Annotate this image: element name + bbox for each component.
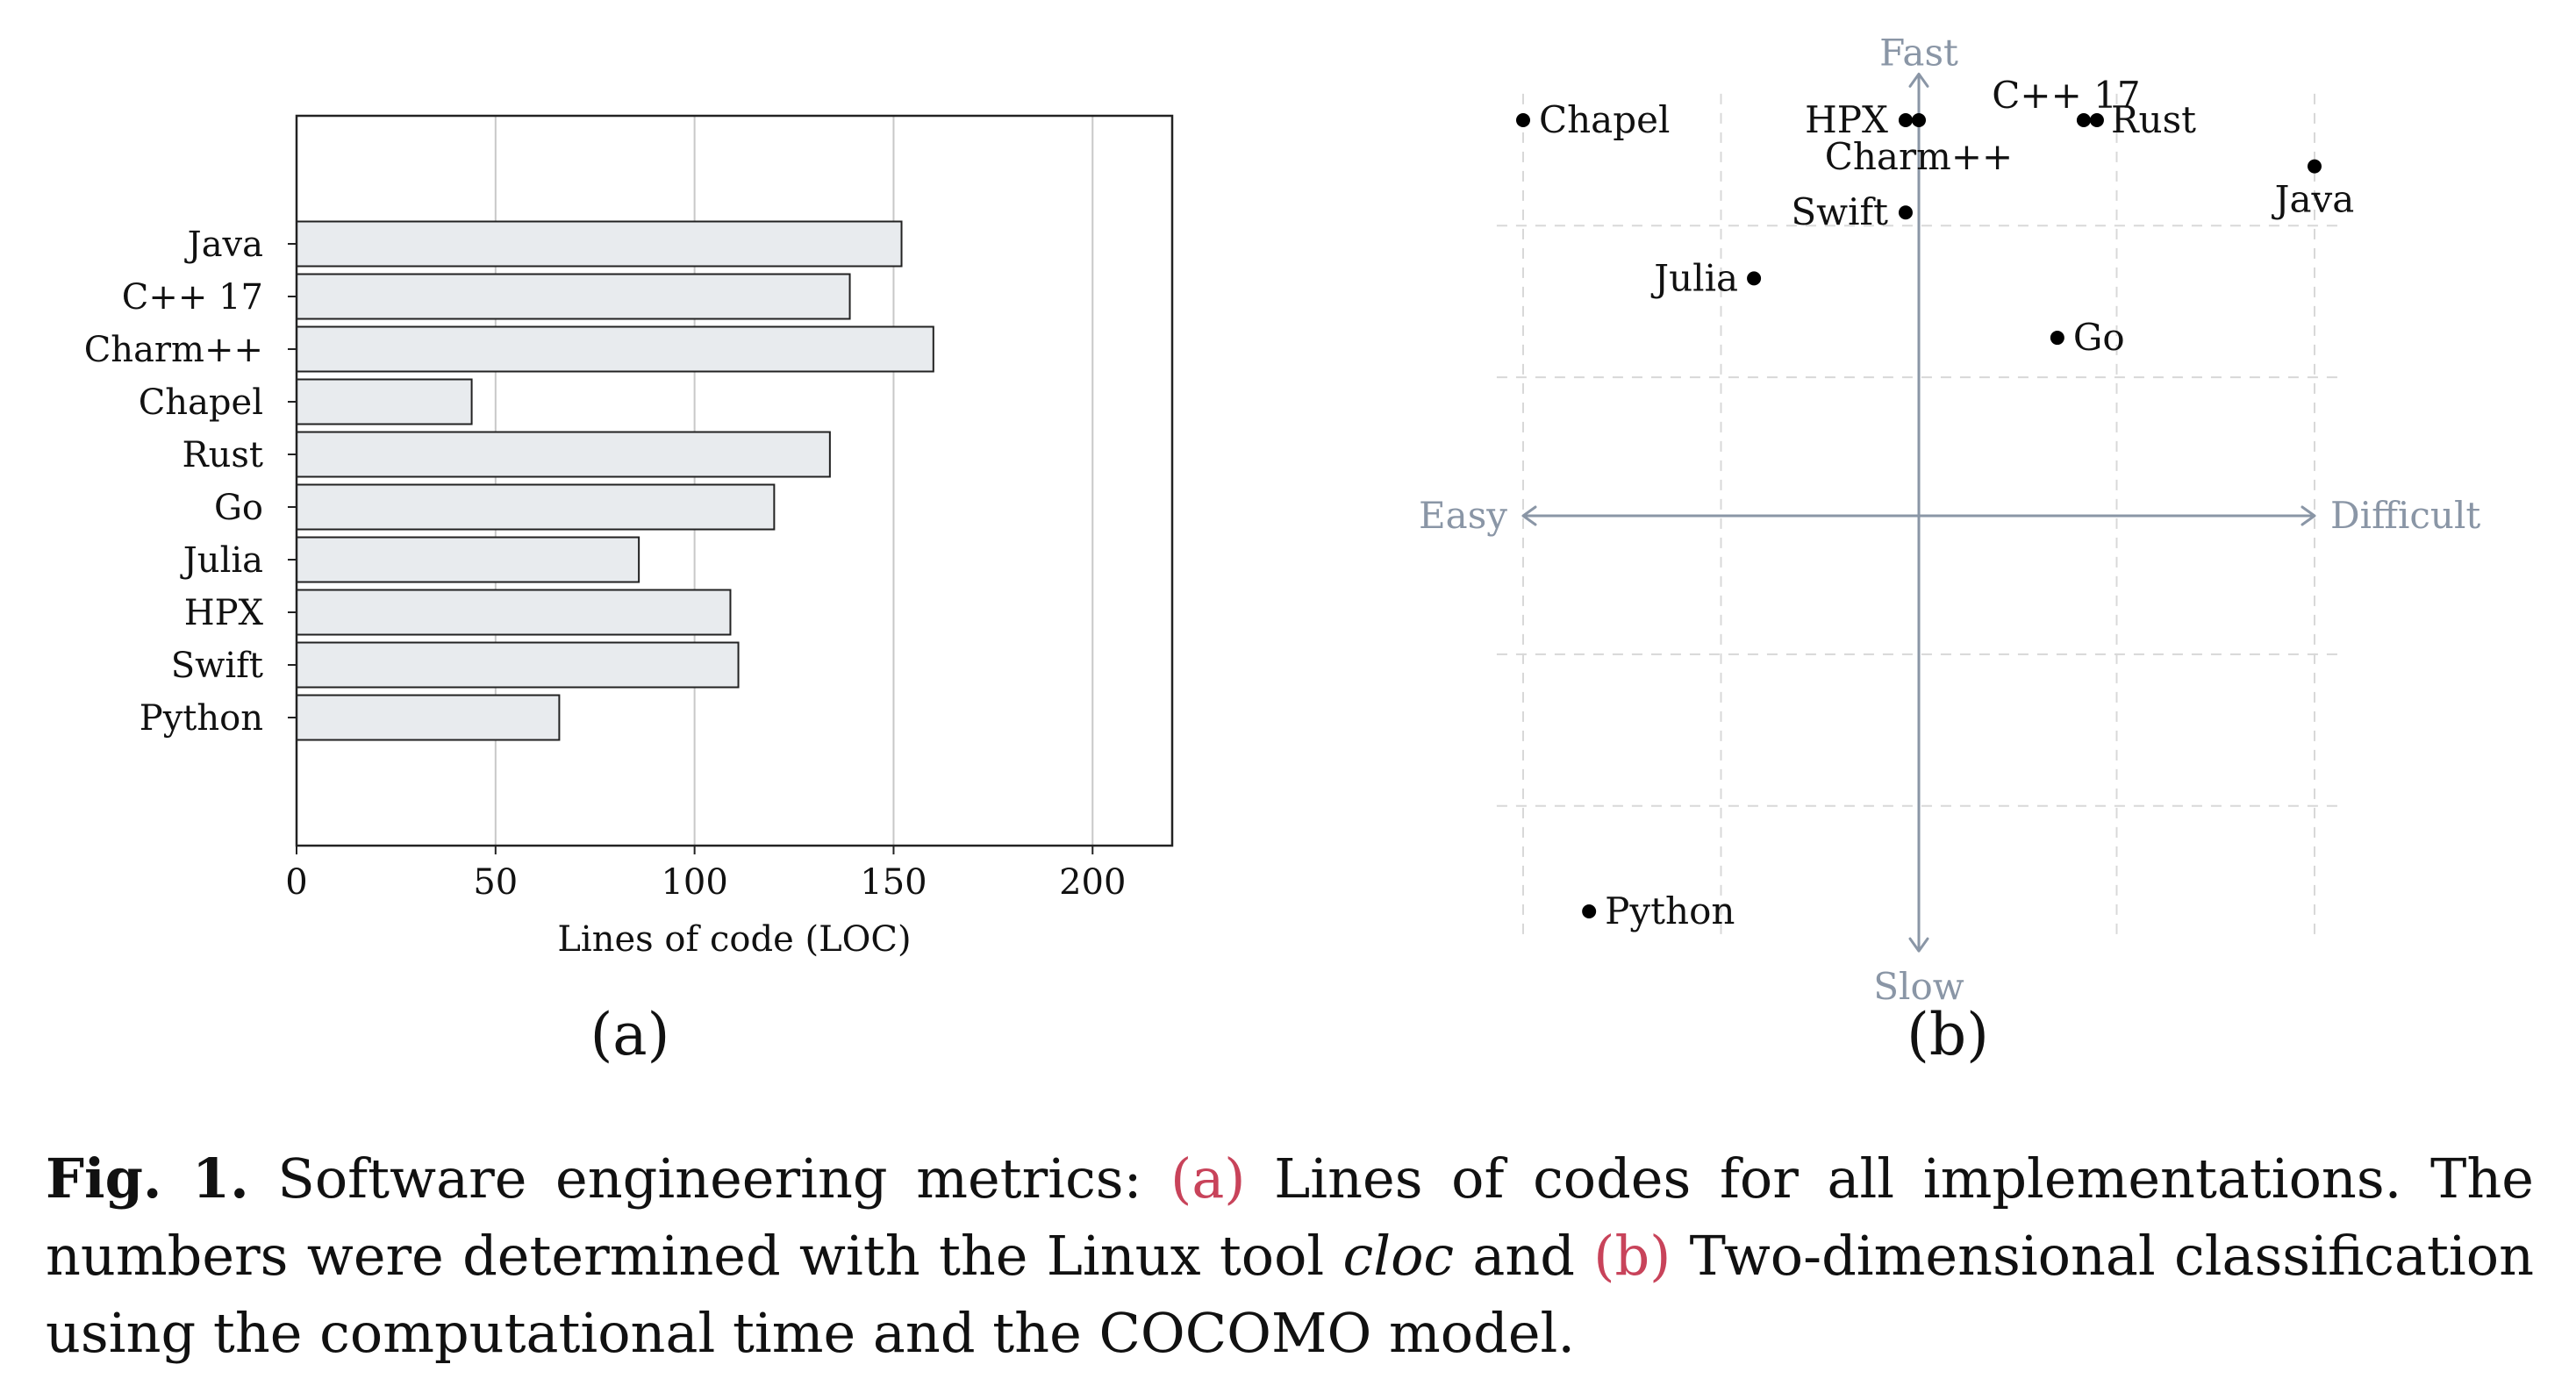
scatter-point-label-python: Python bbox=[1605, 889, 1735, 932]
bar-x-tick-label: 100 bbox=[661, 862, 727, 903]
scatter-chart-gridlines bbox=[1496, 93, 2342, 939]
scatter-point-label-hpx: HPX bbox=[1805, 98, 1888, 141]
bar-hpx bbox=[296, 589, 732, 636]
figure-canvas: Java C++ 17 Charm++ Chapel Rust Go Julia HPX Swi… bbox=[84, 31, 2481, 1068]
bar-y-tick-label-swift: Swift bbox=[171, 646, 263, 686]
bar-chapel bbox=[296, 378, 473, 425]
axis-label-fast: Fast bbox=[1879, 31, 1958, 74]
arrowhead-up-icon bbox=[1908, 72, 1929, 88]
bar-y-tick-label-cpp-17: C++ 17 bbox=[122, 277, 263, 318]
scatter-point-chapel bbox=[1516, 113, 1530, 127]
scatter-chart-b: Fast Slow Easy Difficult Chapel HPXCharm+… bbox=[1419, 31, 2480, 1068]
bar-x-tick-label: 200 bbox=[1059, 862, 1126, 903]
arrowhead-right-icon bbox=[2301, 505, 2316, 526]
scatter-point-label-java: Java bbox=[2272, 178, 2355, 221]
bar-chart-y-ticks: Java C++ 17 Charm++ Chapel Rust Go Julia HPX Swi… bbox=[84, 225, 297, 739]
axis-label-easy: Easy bbox=[1419, 494, 1507, 537]
scatter-point-label-charmpp: Charm++ bbox=[1825, 135, 2014, 178]
bar-cpp-17 bbox=[296, 273, 851, 320]
axis-label-difficult: Difficult bbox=[2330, 494, 2480, 537]
bar-go bbox=[296, 483, 776, 531]
bar-y-tick-label-charmpp: Charm++ bbox=[84, 330, 263, 370]
bar-python bbox=[296, 694, 561, 741]
scatter-point-rust bbox=[2089, 113, 2104, 127]
arrowhead-left-icon bbox=[1521, 505, 1537, 526]
scatter-point-label-chapel: Chapel bbox=[1539, 98, 1670, 141]
bar-charmpp bbox=[296, 325, 934, 373]
scatter-chart-axes bbox=[1521, 72, 2316, 953]
bar-chart-bars bbox=[296, 220, 934, 741]
panel-label-a: (a) bbox=[590, 1001, 670, 1068]
bar-y-tick-label-go: Go bbox=[214, 488, 263, 528]
axis-label-slow: Slow bbox=[1873, 965, 1964, 1008]
bar-y-tick-label-hpx: HPX bbox=[184, 593, 264, 633]
scatter-point-label-go: Go bbox=[2073, 316, 2125, 359]
scatter-point-python bbox=[1582, 904, 1597, 918]
caption-text-1: Software engineering metrics: bbox=[248, 1147, 1171, 1211]
caption-tool-name: cloc bbox=[1342, 1224, 1455, 1288]
scatter-point-label-swift: Swift bbox=[1791, 190, 1888, 233]
scatter-point-hpx bbox=[1898, 113, 1913, 127]
bar-rust bbox=[296, 431, 831, 478]
scatter-point-label-cpp-17: C++ 17 bbox=[1992, 74, 2140, 117]
scatter-point-label-rust: Rust bbox=[2111, 98, 2196, 141]
scatter-point-julia bbox=[1747, 271, 1762, 286]
bar-y-tick-label-rust: Rust bbox=[182, 435, 263, 475]
scatter-point-label-julia: Julia bbox=[1650, 256, 1738, 299]
figure-caption: Fig. 1. Software engineering metrics: (a… bbox=[46, 1140, 2534, 1372]
caption-text-2: Lines of codes for all implementations. … bbox=[46, 1147, 2534, 1288]
scatter-point-go bbox=[2050, 331, 2064, 346]
scatter-point-java bbox=[2308, 159, 2322, 174]
bar-x-tick-label: 50 bbox=[473, 862, 518, 903]
caption-figure-label: Fig. 1. bbox=[46, 1147, 249, 1211]
bar-java bbox=[296, 220, 903, 268]
scatter-point-swift bbox=[1898, 205, 1913, 220]
bar-y-tick-label-java: Java bbox=[184, 225, 263, 265]
caption-ref-b[interactable]: (b) bbox=[1593, 1224, 1671, 1288]
bar-x-tick-label: 150 bbox=[860, 862, 927, 903]
scatter-point-cpp-17 bbox=[2076, 113, 2091, 127]
bar-x-tick-label: 0 bbox=[285, 862, 307, 903]
bar-y-tick-label-python: Python bbox=[140, 698, 263, 739]
panel-label-b: (b) bbox=[1907, 1001, 1989, 1068]
bar-chart-x-ticks: 0 50 100 150 200 bbox=[285, 846, 1126, 903]
scatter-point-charmpp bbox=[1912, 113, 1926, 127]
bar-y-tick-label-chapel: Chapel bbox=[139, 382, 263, 423]
bar-chart-x-axis-title: Lines of code (LOC) bbox=[557, 919, 911, 960]
bar-julia bbox=[296, 536, 640, 583]
bar-chart-frame bbox=[295, 114, 1174, 847]
bar-y-tick-label-julia: Julia bbox=[180, 540, 263, 581]
bar-chart-a: Java C++ 17 Charm++ Chapel Rust Go Julia HPX Swi… bbox=[84, 114, 1174, 1068]
bar-swift bbox=[296, 641, 740, 689]
caption-text-3: and bbox=[1454, 1224, 1594, 1288]
caption-text-4: Two-dimensional classification using the… bbox=[46, 1224, 2535, 1365]
arrowhead-down-icon bbox=[1908, 937, 1929, 953]
caption-ref-a[interactable]: (a) bbox=[1170, 1147, 1246, 1211]
